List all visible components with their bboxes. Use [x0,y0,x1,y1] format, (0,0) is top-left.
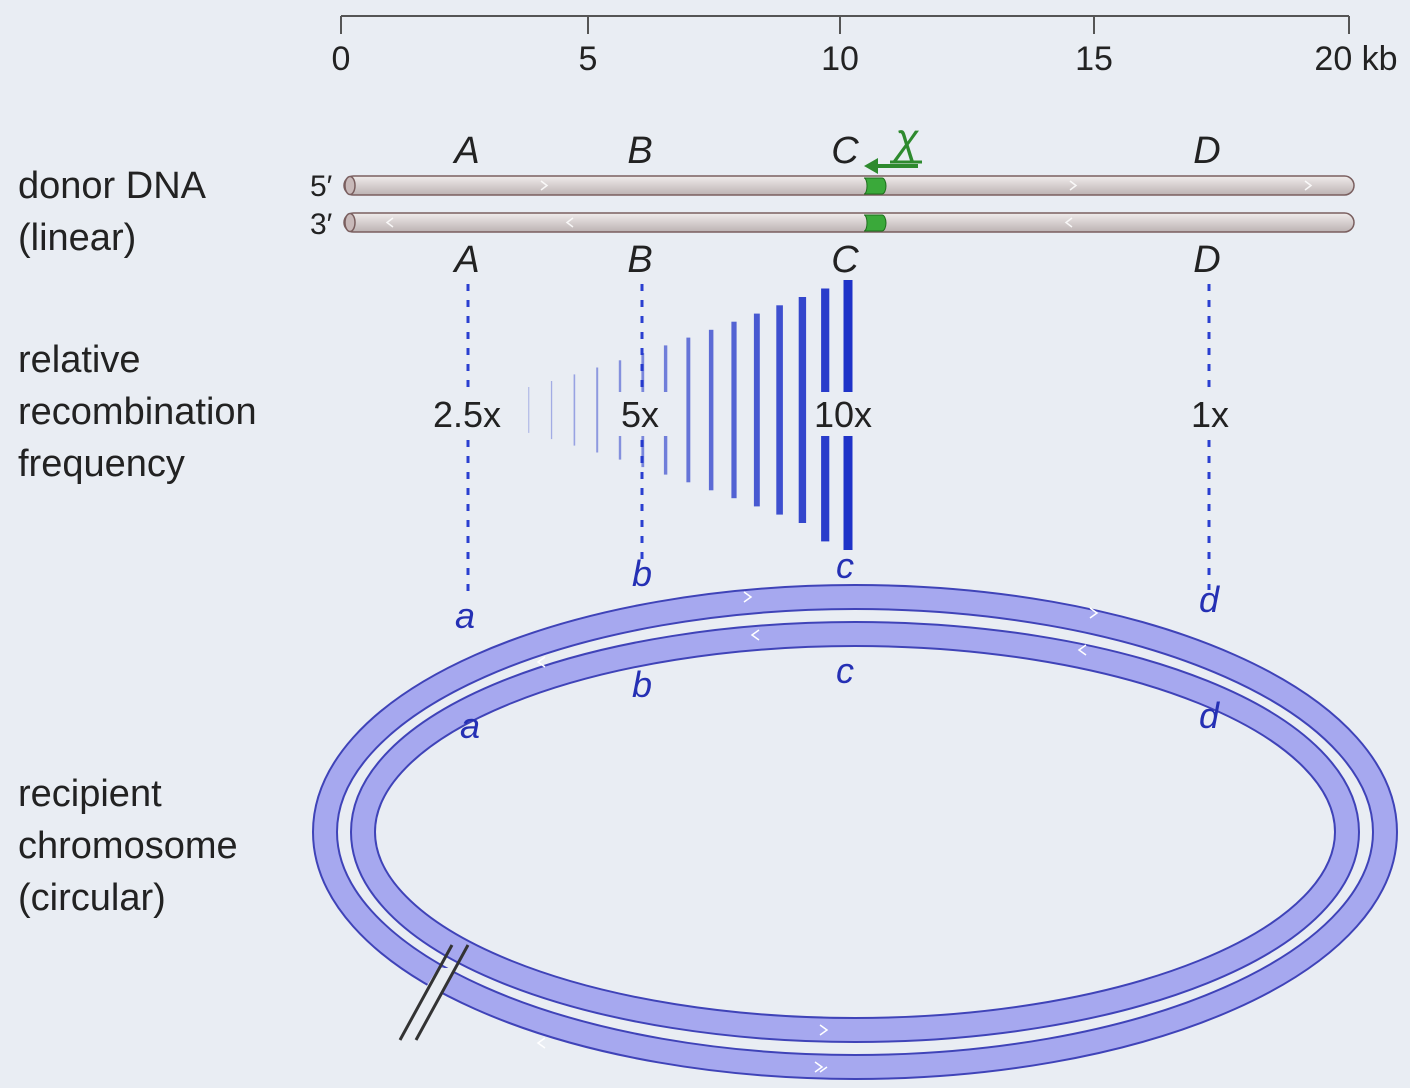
label-line: (linear) [18,217,137,259]
donor-gene-label: C [831,239,859,281]
label-line: frequency [18,443,185,485]
frequency-bar [731,321,737,499]
label-line: (circular) [18,877,166,919]
recipient-gene-label: c [836,650,854,691]
strand-end-5prime: 5′ [310,170,333,203]
frequency-bar [573,374,576,446]
frequency-bar [753,313,760,507]
frequency-label-d: 1x [1191,394,1229,435]
donor-gene-labels-top: A B C D [452,130,1220,172]
strand-end-3prime: 3′ [310,208,333,241]
scale-tick-label: 10 [821,40,859,78]
chi-site-bottom [863,214,887,232]
scale-bar: 0 5 10 15 20 kb [332,15,1398,78]
donor-gene-label: C [831,130,859,172]
scale-tick-label: 20 kb [1314,40,1397,78]
donor-gene-label: A [452,239,479,281]
donor-dna-label: donor DNA (linear) [18,160,206,264]
donor-strand-top [343,175,1355,196]
frequency-bar [708,329,714,491]
donor-gene-label: B [627,130,652,172]
chromosome-break-mark [398,944,470,1041]
chi-label: χ [892,115,920,162]
recipient-chromosome [312,584,1398,1080]
label-line: relative [18,339,141,381]
frequency-labels: 2.5x 5x 10x 1x [424,392,1232,436]
label-line: chromosome [18,825,238,867]
frequency-label-c: 10x [814,394,872,435]
donor-gene-label: A [452,130,479,172]
donor-gene-label: D [1193,239,1220,281]
recipient-gene-labels-inner: a b c d [460,650,1220,746]
scale-tick-label: 0 [332,40,351,78]
donor-strand-bottom [343,212,1355,233]
frequency-bar [776,305,783,515]
recombination-frequency-label: relative recombination frequency [18,334,257,490]
recipient-gene-label: b [632,664,652,705]
frequency-bar [596,367,599,453]
recombination-frequency-gradient [505,280,853,550]
frequency-label-b: 5x [621,394,659,435]
recipient-gene-label: d [1199,579,1220,620]
chi-site-top [863,177,887,195]
scale-tick-label: 5 [579,40,598,78]
recipient-gene-label: d [1199,695,1220,736]
frequency-bar [528,387,530,433]
donor-gene-label: D [1193,130,1220,172]
donor-gene-labels-bottom: A B C D [452,239,1220,281]
recipient-gene-label: a [455,595,475,636]
scale-tick-label: 15 [1075,40,1113,78]
chi-arrow-icon [864,158,878,174]
frequency-bar [798,297,807,523]
recipient-gene-label: c [836,545,854,586]
recipient-gene-labels-outer: a b c d [455,545,1220,636]
label-line: recombination [18,391,257,433]
frequency-bar [550,381,553,440]
label-line: donor DNA [18,165,206,207]
recipient-gene-label: b [632,553,652,594]
frequency-bar [686,337,691,483]
chi-site-marker: χ [864,115,922,174]
label-line: recipient [18,773,162,815]
recipient-gene-label: a [460,705,480,746]
donor-gene-label: B [627,239,652,281]
recipient-chromosome-label: recipient chromosome (circular) [18,768,238,924]
frequency-label-a: 2.5x [433,394,501,435]
donor-dna: 5′ 3′ [310,170,1355,241]
